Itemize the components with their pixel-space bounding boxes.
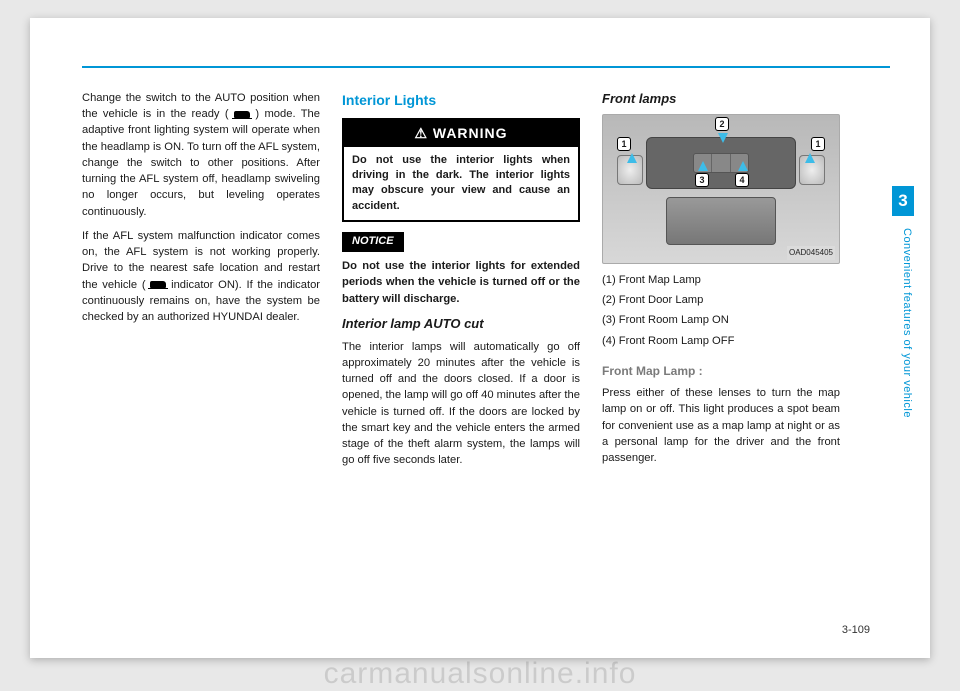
- col1-paragraph-2: If the AFL system malfunction indica­tor…: [82, 228, 320, 325]
- callout-3: 3: [695, 173, 709, 187]
- overhead-console: [646, 137, 796, 189]
- arrow-icon: [698, 161, 708, 171]
- list-item: (4) Front Room Lamp OFF: [602, 333, 840, 349]
- callout-1-right: 1: [811, 137, 825, 151]
- col3-paragraph-1: Press either of these lenses to turn the…: [602, 385, 840, 466]
- sunglass-holder: [666, 197, 776, 245]
- page-number: 3-109: [842, 624, 870, 636]
- column-3: Front lamps 1 1 2 3 4: [602, 90, 840, 477]
- watermark: carmanualsonline.info: [0, 657, 960, 691]
- arrow-icon: [805, 153, 815, 163]
- warning-body: Do not use the interior lights when driv…: [344, 147, 578, 221]
- top-rule: [82, 66, 890, 68]
- arrow-icon: [718, 133, 728, 143]
- col1-paragraph-1: Change the switch to the AUTO posi­tion …: [82, 90, 320, 220]
- figure-front-lamps: 1 1 2 3 4 OAD045405: [602, 114, 840, 264]
- text: ) mode. The adaptive front light­ing sys…: [82, 108, 320, 217]
- subhead-front-lamps: Front lamps: [602, 90, 840, 109]
- arrow-icon: [738, 161, 748, 171]
- warning-heading: ⚠ WARNING: [344, 120, 578, 146]
- column-1: Change the switch to the AUTO posi­tion …: [82, 90, 320, 477]
- arrow-icon: [627, 153, 637, 163]
- warning-box: ⚠ WARNING Do not use the interior lights…: [342, 118, 580, 222]
- col2-paragraph-1: The interior lamps will automatically go…: [342, 339, 580, 469]
- manual-page: Change the switch to the AUTO posi­tion …: [30, 18, 930, 658]
- callout-1-left: 1: [617, 137, 631, 151]
- subhead-auto-cut: Interior lamp AUTO cut: [342, 315, 580, 334]
- car-icon: [234, 111, 250, 118]
- section-side-label: Convenient features of your vehicle: [893, 228, 913, 548]
- figure-code: OAD045405: [787, 246, 835, 260]
- car-icon: [150, 281, 166, 288]
- section-title-interior-lights: Interior Lights: [342, 90, 580, 110]
- list-item: (2) Front Door Lamp: [602, 292, 840, 308]
- notice-badge: NOTICE: [342, 232, 404, 252]
- content-columns: Change the switch to the AUTO posi­tion …: [82, 90, 840, 477]
- column-2: Interior Lights ⚠ WARNING Do not use the…: [342, 90, 580, 477]
- list-item: (1) Front Map Lamp: [602, 272, 840, 288]
- section-tab: 3: [892, 186, 914, 216]
- list-item: (3) Front Room Lamp ON: [602, 312, 840, 328]
- subhead-front-map-lamp: Front Map Lamp :: [602, 363, 840, 380]
- notice-text: Do not use the interior lights for exten…: [342, 258, 580, 307]
- callout-2: 2: [715, 117, 729, 131]
- callout-4: 4: [735, 173, 749, 187]
